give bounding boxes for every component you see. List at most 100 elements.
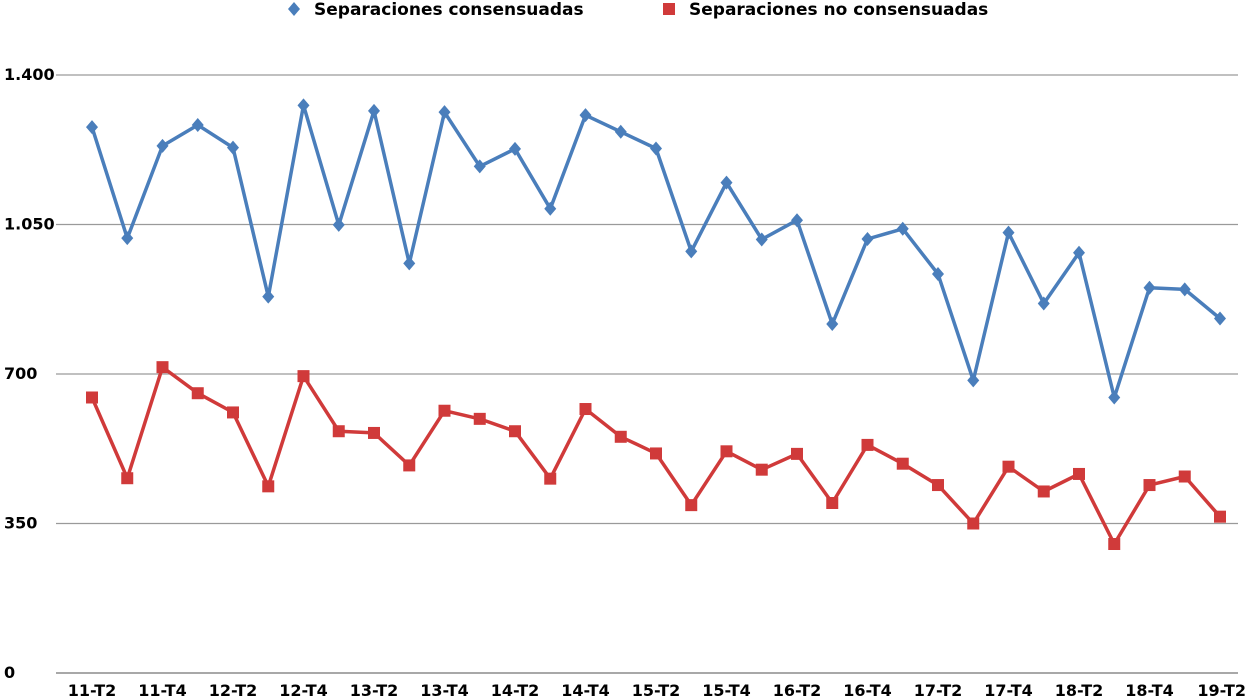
data-point [791, 213, 803, 228]
data-point [1178, 470, 1191, 483]
x-axis-ticks: 11-T2 11-T4 12-T2 12-T4 13-T2 13-T4 14-T2 14-T4… [68, 681, 1246, 698]
data-point [191, 387, 204, 400]
x-tick-label: 14-T4 [561, 681, 610, 698]
data-point [191, 117, 204, 132]
data-point [967, 517, 980, 530]
data-point [896, 221, 909, 236]
data-point [826, 317, 839, 332]
data-point [473, 159, 486, 174]
data-point [720, 445, 733, 458]
legend-square-marker [663, 3, 675, 15]
x-tick-label: 12-T2 [209, 681, 258, 698]
data-point [156, 361, 169, 374]
data-point [544, 201, 557, 216]
data-point [579, 108, 592, 123]
legend-label: Separaciones consensuadas [314, 0, 584, 20]
chart-legend: Separaciones consensuadas Separaciones no… [288, 0, 988, 20]
data-point [932, 479, 944, 492]
x-tick-label: 17-T2 [914, 681, 963, 698]
y-tick-label: 1.050 [4, 215, 55, 234]
data-point [1037, 485, 1050, 498]
x-tick-label: 17-T4 [984, 681, 1033, 698]
data-point [121, 231, 134, 246]
series-layer [86, 98, 1226, 551]
data-point [509, 141, 521, 156]
x-tick-label: 11-T2 [68, 681, 117, 698]
x-tick-label: 12-T4 [279, 681, 328, 698]
data-point [438, 105, 451, 120]
y-tick-label: 700 [4, 364, 37, 383]
data-point [1073, 245, 1085, 260]
data-point [227, 406, 239, 419]
data-point [861, 232, 874, 247]
data-point [403, 256, 416, 271]
data-point [86, 391, 98, 404]
legend-diamond-marker [288, 2, 300, 16]
data-point [121, 472, 134, 485]
data-point [1108, 390, 1121, 405]
data-point [896, 457, 909, 470]
data-point [1108, 538, 1121, 551]
data-point [1037, 296, 1050, 311]
data-point [685, 244, 698, 259]
x-tick-label: 18-T2 [1055, 681, 1104, 698]
data-point [297, 370, 310, 383]
x-tick-label: 11-T4 [138, 681, 187, 698]
legend-label: Separaciones no consensuadas [689, 0, 988, 20]
data-point [332, 425, 345, 438]
x-tick-label: 15-T2 [632, 681, 681, 698]
x-tick-label: 14-T2 [491, 681, 540, 698]
data-point [720, 175, 733, 190]
data-point [1143, 280, 1156, 295]
data-point [650, 447, 662, 460]
data-point [473, 412, 486, 425]
data-point [297, 98, 310, 113]
x-tick-label: 18-T4 [1125, 681, 1174, 698]
data-point [1002, 225, 1015, 240]
y-tick-label: 1.400 [4, 65, 55, 84]
series-1 [86, 98, 1226, 405]
x-tick-label: 16-T2 [773, 681, 822, 698]
x-tick-label: 13-T2 [350, 681, 399, 698]
data-point [227, 140, 239, 155]
gridlines [56, 74, 1238, 674]
series-2 [86, 361, 1226, 551]
x-tick-label: 19-T2 [1197, 681, 1246, 698]
y-tick-label: 350 [4, 514, 37, 533]
data-point [791, 447, 803, 460]
data-point [262, 289, 275, 304]
legend-item: Separaciones consensuadas [288, 0, 584, 20]
data-point [967, 373, 980, 388]
data-point [755, 463, 768, 476]
data-point [650, 141, 662, 156]
data-point [438, 404, 451, 417]
data-point [932, 267, 944, 282]
x-tick-label: 15-T4 [702, 681, 751, 698]
y-axis-ticks: 0 350 700 1.050 1.400 [4, 65, 55, 682]
data-point [403, 459, 416, 472]
data-point [86, 120, 98, 135]
x-tick-label: 13-T4 [420, 681, 469, 698]
data-point [826, 496, 839, 509]
data-point [1073, 467, 1085, 480]
data-point [685, 499, 698, 512]
data-point [1143, 479, 1156, 492]
data-point [544, 472, 557, 485]
data-point [509, 425, 521, 438]
data-point [861, 438, 874, 451]
data-point [156, 138, 169, 153]
data-point [368, 103, 380, 118]
data-point [579, 403, 592, 416]
y-tick-label: 0 [4, 663, 15, 682]
data-point [1214, 311, 1226, 326]
data-point [614, 430, 627, 443]
data-point [755, 232, 768, 247]
data-point [262, 480, 275, 493]
data-point [332, 217, 345, 232]
x-tick-label: 16-T4 [843, 681, 892, 698]
data-point [1214, 510, 1226, 523]
data-point [614, 124, 627, 139]
data-point [1002, 460, 1015, 473]
data-point [368, 426, 380, 439]
